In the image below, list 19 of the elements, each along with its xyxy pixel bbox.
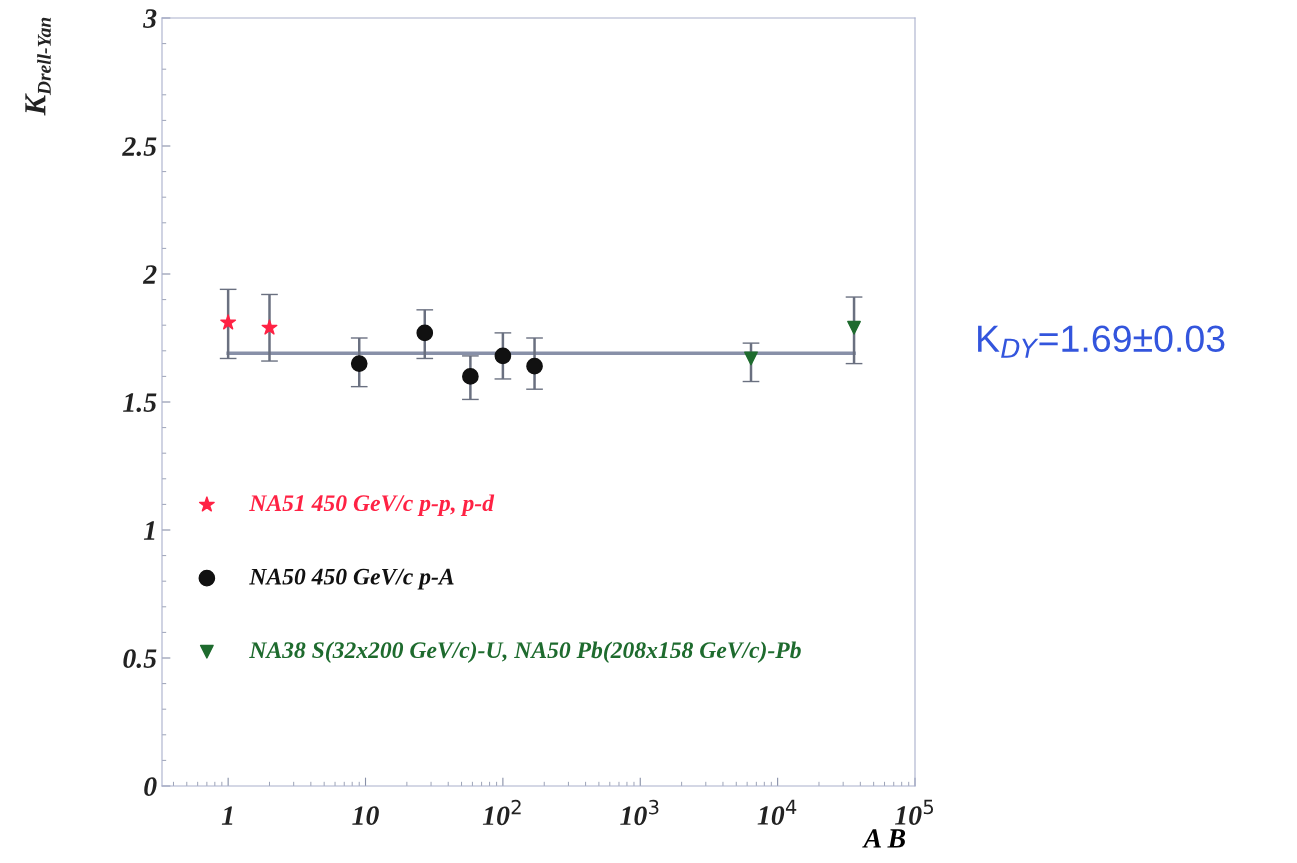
legend-label: NA50 450 GeV/c p-A xyxy=(249,568,454,590)
y-axis-title: KDrell-Yan xyxy=(25,17,51,116)
x-tick-label: 10$^{4}$ xyxy=(757,799,797,825)
legend-label: NA38 S(32x200 GeV/c)-U, NA50 Pb(208x158 GeV/c)-Pb xyxy=(249,641,801,663)
x-tick-label: 1 xyxy=(221,806,233,825)
y-tick-label: 3 xyxy=(143,9,157,28)
y-tick-label: 0.5 xyxy=(123,649,157,669)
x-tick-label: 10$^{5}$ xyxy=(894,799,934,825)
x-axis-title: A B xyxy=(862,829,906,848)
y-tick-label: 1.5 xyxy=(123,393,157,413)
y-tick-label: 0 xyxy=(144,777,157,796)
y-tick-label: 2.5 xyxy=(122,137,157,157)
y-tick-label: 1 xyxy=(143,521,155,540)
x-tick-label: 10 xyxy=(352,806,379,825)
x-tick-label: 10$^{2}$ xyxy=(482,799,521,826)
legend-label: NA51 450 GeV/c p-p, p-d xyxy=(249,494,495,516)
y-tick-label: 2 xyxy=(142,265,157,284)
text: K$_{DY}$=1.69±0.03 xyxy=(978,325,1225,358)
x-tick-label: 10$^{3}$ xyxy=(620,799,659,826)
